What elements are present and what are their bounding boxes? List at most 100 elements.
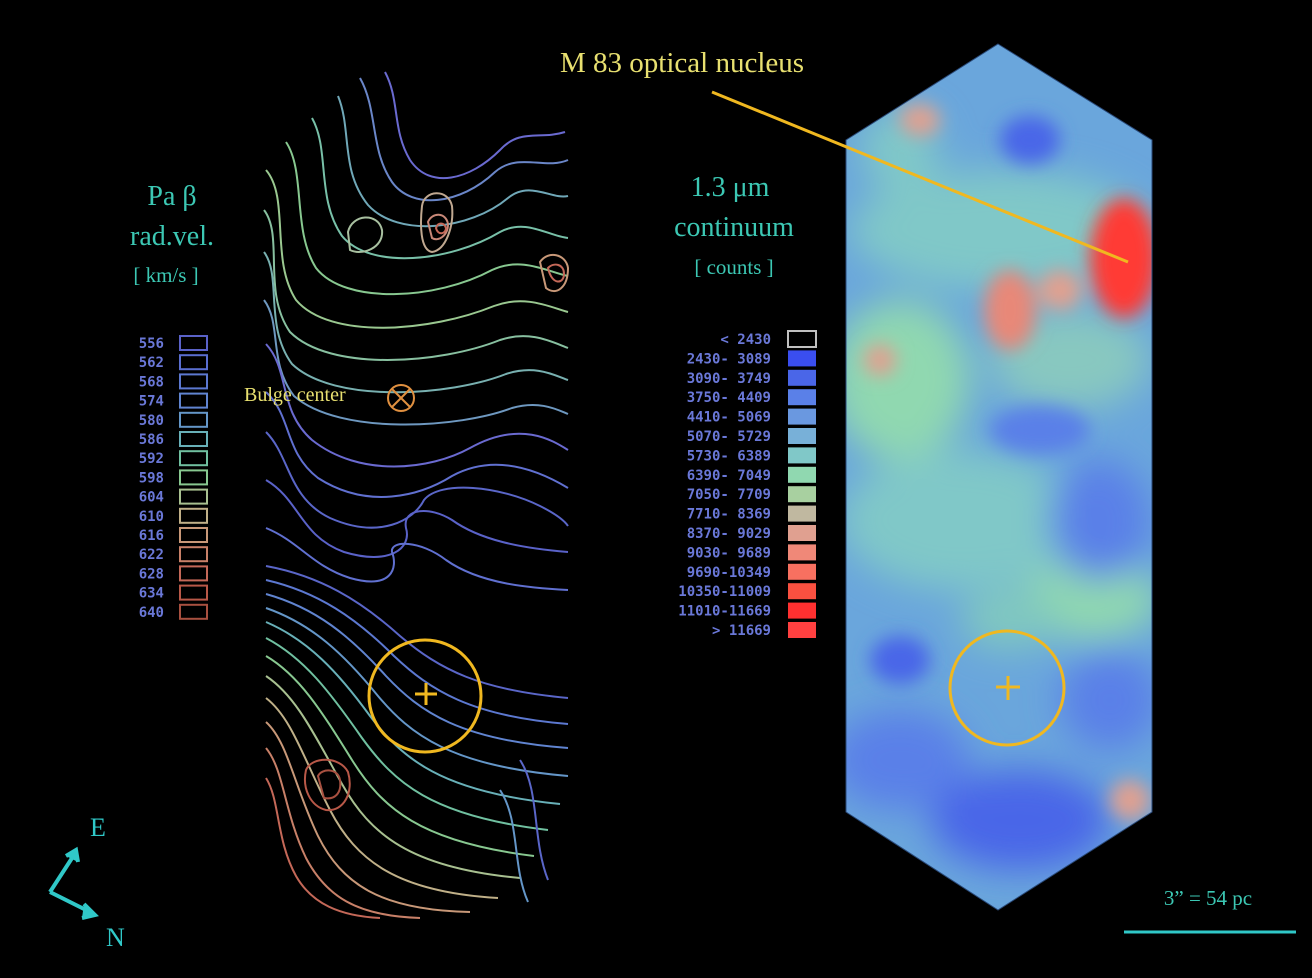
contour-line: [359, 77, 569, 202]
legend-swatch: [788, 505, 816, 522]
compass: [48, 846, 99, 920]
bulge-center-icon: [387, 384, 415, 412]
legend-label: 574: [139, 394, 164, 410]
counts-legend: < 2430 2430- 3089 3090- 3749 3750- 4409 4410…: [678, 330, 817, 639]
contour-line: [263, 209, 569, 361]
legend-label: 4410- 5069: [687, 410, 771, 426]
nucleus-pointer-line: [711, 90, 1129, 264]
scale-bar-label: 3” = 54 pc: [1164, 886, 1252, 910]
contour-line: [337, 95, 569, 228]
legend-label: 8370- 9029: [687, 526, 771, 542]
legend-label: > 11669: [712, 623, 771, 639]
contour-loop: [434, 222, 448, 235]
contour-loop: [538, 253, 570, 293]
right-title-line1: 1.3 μm: [691, 172, 770, 203]
contour-loop: [420, 192, 454, 254]
legend-swatch: [179, 431, 208, 447]
legend-label: 622: [139, 547, 164, 563]
legend-swatch: [179, 565, 208, 582]
legend-label: 592: [139, 451, 164, 467]
legend-swatch: [179, 507, 208, 524]
contour-line: [265, 391, 569, 498]
contour-line: [265, 607, 569, 777]
legend-swatch: [788, 563, 816, 580]
legend-label: 556: [139, 336, 164, 352]
legend-swatch: [788, 544, 816, 561]
compass-east-label: E: [90, 813, 106, 842]
velocity-legend: 556 562 568 574 580 586 592 598 604 610 616 622 628 6…: [139, 335, 208, 621]
continuum-map-outline: [845, 43, 1153, 911]
legend-swatch: [179, 584, 208, 601]
legend-swatch: [788, 408, 816, 425]
legend-swatch: [787, 330, 817, 348]
contour-line: [265, 579, 569, 725]
legend-label: 3750- 4409: [687, 390, 771, 406]
contour-line: [265, 593, 569, 749]
legend-label: 562: [139, 355, 164, 371]
legend-swatch: [788, 389, 816, 406]
contour-line: [263, 251, 569, 394]
contour-line: [263, 299, 569, 426]
legend-label: 616: [139, 528, 164, 544]
contour-line: [265, 777, 381, 919]
legend-label: 9690-10349: [687, 565, 771, 581]
legend-label: 586: [139, 432, 164, 448]
legend-label: 6390- 7049: [687, 468, 771, 484]
legend-label: 598: [139, 470, 164, 486]
legend-swatch: [788, 428, 816, 444]
legend-swatch: [179, 392, 208, 409]
contour-line: [265, 527, 569, 591]
legend-swatch: [788, 350, 816, 367]
nucleus-label: M 83 optical nucleus: [560, 47, 804, 79]
legend-label: 7710- 8369: [687, 507, 771, 523]
legend-swatch: [788, 602, 816, 619]
legend-swatch: [788, 525, 816, 541]
legend-swatch: [179, 546, 208, 563]
legend-label: 11010-11669: [678, 604, 771, 620]
legend-swatch: [788, 447, 816, 464]
contour-line: [265, 621, 561, 805]
contour-line: [265, 431, 569, 529]
legend-label: 9030- 9689: [687, 545, 771, 561]
legend-swatch: [179, 450, 208, 467]
legend-label: 580: [139, 413, 164, 429]
legend-swatch: [179, 411, 208, 428]
right-title-line2: continuum: [674, 212, 794, 243]
contour-line: [311, 117, 569, 260]
legend-swatch: [788, 369, 816, 386]
legend-label: 604: [139, 490, 164, 506]
legend-swatch: [788, 466, 816, 483]
compass-north-label: N: [106, 923, 125, 952]
contour-line: [265, 721, 471, 913]
contour-line: [499, 789, 529, 903]
contour-line: [519, 759, 549, 881]
left-nucleus-marker: [367, 638, 483, 754]
legend-swatch: [179, 469, 208, 486]
legend-swatch: [179, 603, 208, 620]
right-unit: [ counts ]: [694, 255, 773, 279]
contour-loop: [346, 216, 384, 253]
contour-line: [265, 697, 499, 899]
legend-label: 5070- 5729: [687, 429, 771, 445]
legend-swatch: [179, 335, 208, 351]
contour-line: [265, 675, 521, 879]
legend-label: 2430- 3089: [687, 351, 771, 367]
legend-swatch: [179, 373, 208, 390]
contour-loop: [304, 758, 351, 812]
velocity-contour-map: [263, 71, 570, 919]
legend-label: 7050- 7709: [687, 487, 771, 503]
legend-swatch: [788, 583, 816, 600]
right-nucleus-marker: [948, 629, 1066, 747]
left-unit: [ km/s ]: [133, 263, 198, 287]
contour-line: [265, 655, 535, 857]
legend-label: 640: [139, 605, 164, 621]
legend-swatch: [788, 486, 816, 503]
legend-label: < 2430: [720, 332, 771, 348]
legend-label: 10350-11009: [678, 584, 771, 600]
bulge-center-label: Bulge center: [244, 384, 346, 406]
contour-loop: [316, 769, 342, 800]
left-title-line1: Pa β: [147, 181, 196, 212]
contour-line: [265, 565, 569, 699]
